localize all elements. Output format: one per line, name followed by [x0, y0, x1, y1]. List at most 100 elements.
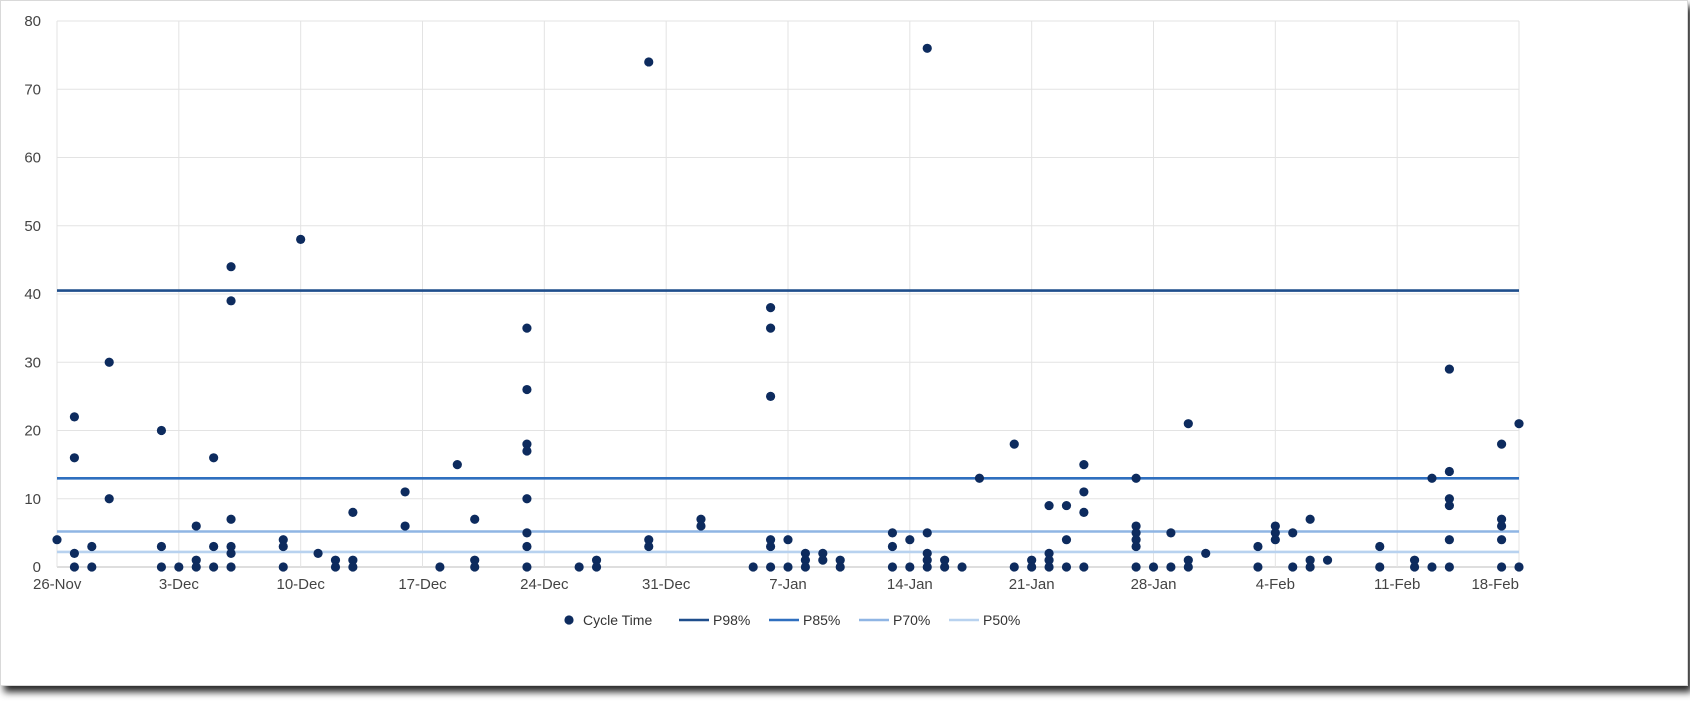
data-point — [226, 548, 236, 558]
data-point — [800, 562, 811, 572]
data-point — [330, 555, 341, 565]
data-point — [226, 514, 236, 524]
x-tick-label: 24-Dec — [520, 576, 569, 593]
data-point — [104, 357, 114, 367]
data-point — [1409, 562, 1420, 572]
data-point — [435, 562, 445, 572]
data-point — [974, 473, 985, 483]
data-point — [1044, 500, 1054, 511]
x-tick-label: 14-Jan — [887, 576, 933, 593]
data-point — [470, 562, 480, 572]
data-point — [1079, 487, 1089, 497]
data-point — [156, 425, 167, 436]
data-point — [191, 521, 201, 531]
data-point — [1079, 562, 1089, 572]
chart-frame: 0 10 20 30 40 50 60 70 80 26-Nov 3-Dec 10-Dec 17-De… — [0, 0, 1688, 686]
data-point — [644, 541, 654, 552]
data-point — [1044, 548, 1054, 558]
data-point — [783, 535, 793, 545]
data-point — [278, 562, 288, 572]
data-point — [765, 541, 776, 552]
data-point — [783, 562, 793, 572]
x-tick-label: 4-Feb — [1256, 576, 1295, 593]
data-point — [1201, 548, 1211, 558]
data-point — [1253, 562, 1263, 572]
data-point — [87, 562, 97, 572]
data-point — [278, 535, 288, 545]
data-point — [1444, 494, 1454, 504]
data-point — [574, 562, 584, 572]
data-point — [226, 262, 236, 272]
data-point — [522, 562, 532, 572]
data-point — [348, 562, 358, 572]
data-point — [1183, 562, 1193, 572]
data-point — [887, 528, 898, 538]
data-point — [1131, 541, 1141, 552]
data-point — [765, 323, 776, 333]
data-point — [209, 562, 219, 572]
data-point — [1183, 419, 1193, 429]
x-tick-label: 7-Jan — [769, 576, 807, 593]
data-point — [696, 521, 706, 531]
data-point — [1044, 555, 1054, 565]
data-point — [1183, 555, 1193, 565]
data-point — [1375, 541, 1385, 552]
legend-label: Cycle Time — [583, 612, 652, 628]
data-point — [1079, 460, 1089, 470]
data-point — [765, 391, 776, 401]
data-point — [330, 562, 341, 572]
x-tick-label: 18-Feb — [1471, 576, 1519, 593]
data-point — [905, 562, 915, 572]
data-point — [1270, 535, 1280, 545]
x-tick-label: 21-Jan — [1009, 576, 1055, 593]
data-point — [522, 323, 532, 333]
data-point — [522, 446, 532, 456]
data-point — [174, 562, 184, 572]
data-point — [887, 562, 898, 572]
cycle-time-points — [52, 43, 1524, 572]
data-point — [1044, 562, 1054, 572]
data-point — [1009, 562, 1019, 572]
data-point — [278, 541, 288, 552]
x-tick-label: 31-Dec — [642, 576, 691, 593]
x-tick-label: 26-Nov — [33, 576, 82, 593]
data-point — [522, 439, 532, 449]
y-tick-label: 80 — [24, 13, 41, 30]
data-point — [156, 562, 167, 572]
data-point — [1009, 439, 1019, 449]
legend-label: P50% — [983, 612, 1020, 628]
y-tick-label: 0 — [33, 559, 41, 576]
data-point — [1409, 555, 1420, 565]
data-point — [800, 555, 811, 565]
data-point — [69, 412, 80, 422]
x-tick-label: 10-Dec — [276, 576, 325, 593]
legend-label: P70% — [893, 612, 930, 628]
data-point — [1253, 541, 1263, 552]
data-point — [922, 43, 932, 53]
data-point — [522, 528, 532, 538]
data-point — [1496, 562, 1507, 572]
data-point — [69, 562, 80, 572]
legend-label: P85% — [803, 612, 840, 628]
data-point — [452, 460, 462, 470]
data-point — [1270, 528, 1280, 538]
y-tick-label: 60 — [24, 150, 41, 167]
y-tick-label: 10 — [24, 491, 41, 508]
data-point — [470, 555, 480, 565]
data-point — [1375, 562, 1385, 572]
y-tick-label: 40 — [24, 286, 41, 303]
data-point — [940, 562, 950, 572]
data-point — [87, 541, 97, 552]
y-tick-label: 70 — [24, 81, 41, 98]
data-point — [209, 541, 219, 552]
data-point — [1514, 562, 1524, 572]
data-point — [470, 514, 480, 524]
data-point — [156, 541, 167, 552]
data-point — [765, 535, 776, 545]
data-point — [1444, 500, 1454, 511]
data-point — [644, 57, 654, 67]
data-point — [1148, 562, 1159, 572]
data-point — [69, 548, 80, 558]
x-axis-ticks: 26-Nov 3-Dec 10-Dec 17-Dec 24-Dec 31-Dec 7-Jan… — [33, 576, 1519, 593]
